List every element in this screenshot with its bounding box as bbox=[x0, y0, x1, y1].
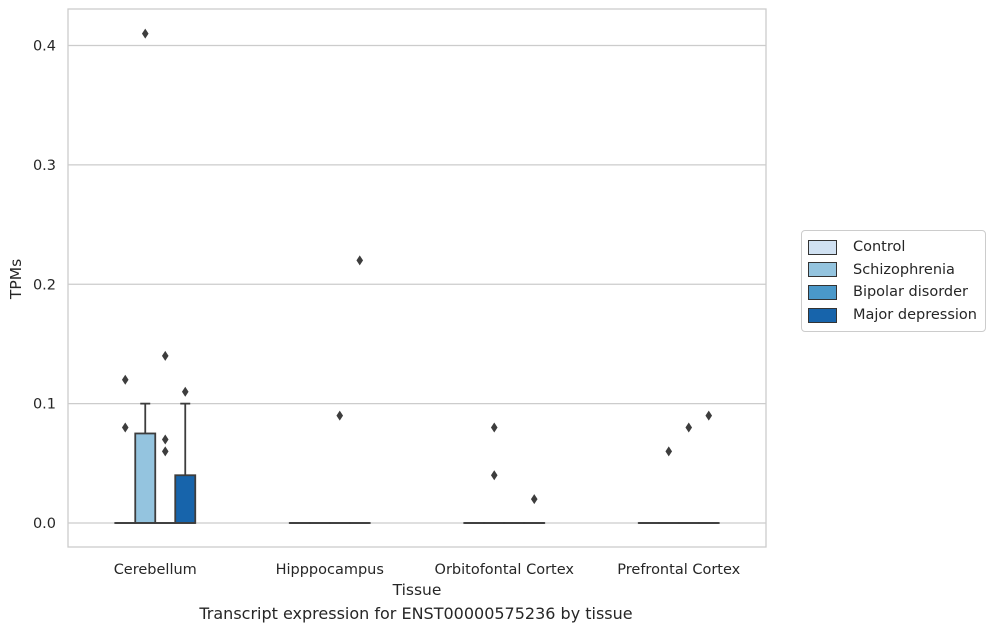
legend-swatch bbox=[808, 284, 837, 300]
legend-label: Bipolar disorder bbox=[853, 284, 968, 301]
outlier-point bbox=[161, 350, 169, 361]
x-tick-label: Cerebellum bbox=[114, 562, 197, 578]
box-bipolar-disorder bbox=[677, 422, 700, 524]
x-tick-label: Prefrontal Cortex bbox=[617, 562, 740, 578]
y-tick-label: 0.3 bbox=[33, 158, 56, 174]
outlier-point bbox=[490, 470, 498, 481]
y-axis-ticks: 0.0 0.1 0.2 0.3 0.4 bbox=[33, 39, 56, 533]
gridlines bbox=[68, 44, 766, 524]
x-tick-label: Hipppocampus bbox=[276, 562, 384, 578]
x-axis-label: Tissue bbox=[392, 581, 442, 599]
outlier-point bbox=[181, 386, 189, 397]
box-major-depression bbox=[697, 410, 720, 524]
box-major-depression bbox=[174, 386, 197, 524]
outlier-point bbox=[490, 422, 498, 433]
y-axis-label: TPMs bbox=[7, 259, 25, 300]
legend-item: Schizophrenia bbox=[808, 259, 981, 282]
box-body bbox=[134, 432, 157, 524]
legend-label: Control bbox=[853, 239, 906, 256]
legend-label: Major depression bbox=[853, 307, 977, 324]
legend-item: Major depression bbox=[808, 304, 981, 327]
legend-swatch bbox=[808, 262, 837, 278]
outlier-point bbox=[161, 434, 169, 445]
outlier-point bbox=[705, 410, 713, 421]
y-tick-label: 0.1 bbox=[33, 397, 56, 413]
box-schizophrenia bbox=[483, 422, 506, 524]
box-major-depression bbox=[523, 494, 546, 524]
outlier-point bbox=[356, 255, 364, 266]
outlier-point bbox=[530, 494, 538, 505]
plot-area-frame bbox=[67, 8, 767, 548]
legend-swatch bbox=[808, 239, 837, 255]
box-bipolar-disorder bbox=[328, 410, 351, 524]
y-tick-label: 0.0 bbox=[33, 516, 56, 532]
outlier-point bbox=[121, 374, 129, 385]
legend-item: Control bbox=[808, 236, 981, 259]
legend-swatch bbox=[808, 307, 837, 323]
outlier-point bbox=[336, 410, 344, 421]
outlier-point bbox=[141, 28, 149, 39]
box-major-depression bbox=[348, 255, 371, 524]
outlier-point bbox=[685, 422, 693, 433]
outlier-point bbox=[665, 446, 673, 457]
x-axis-ticks: Cerebellum Hipppocampus Orbitofontal Corte… bbox=[114, 562, 741, 578]
box-marks bbox=[114, 28, 720, 524]
box-body bbox=[174, 474, 197, 524]
legend: Control Schizophrenia Bipolar disorder Majo… bbox=[801, 230, 986, 333]
legend-item: Bipolar disorder bbox=[808, 281, 981, 304]
box-bipolar-disorder bbox=[154, 350, 177, 524]
box-schizophrenia bbox=[134, 28, 157, 524]
y-tick-label: 0.2 bbox=[33, 277, 56, 293]
outlier-point bbox=[121, 422, 129, 433]
outlier-point bbox=[161, 446, 169, 457]
x-tick-label: Orbitofontal Cortex bbox=[435, 562, 575, 578]
legend-label: Schizophrenia bbox=[853, 261, 955, 278]
box-schizophrenia bbox=[657, 446, 680, 524]
chart-caption: Transcript expression for ENST0000057523… bbox=[199, 604, 633, 623]
y-tick-label: 0.4 bbox=[33, 39, 56, 55]
box-control bbox=[114, 374, 137, 524]
